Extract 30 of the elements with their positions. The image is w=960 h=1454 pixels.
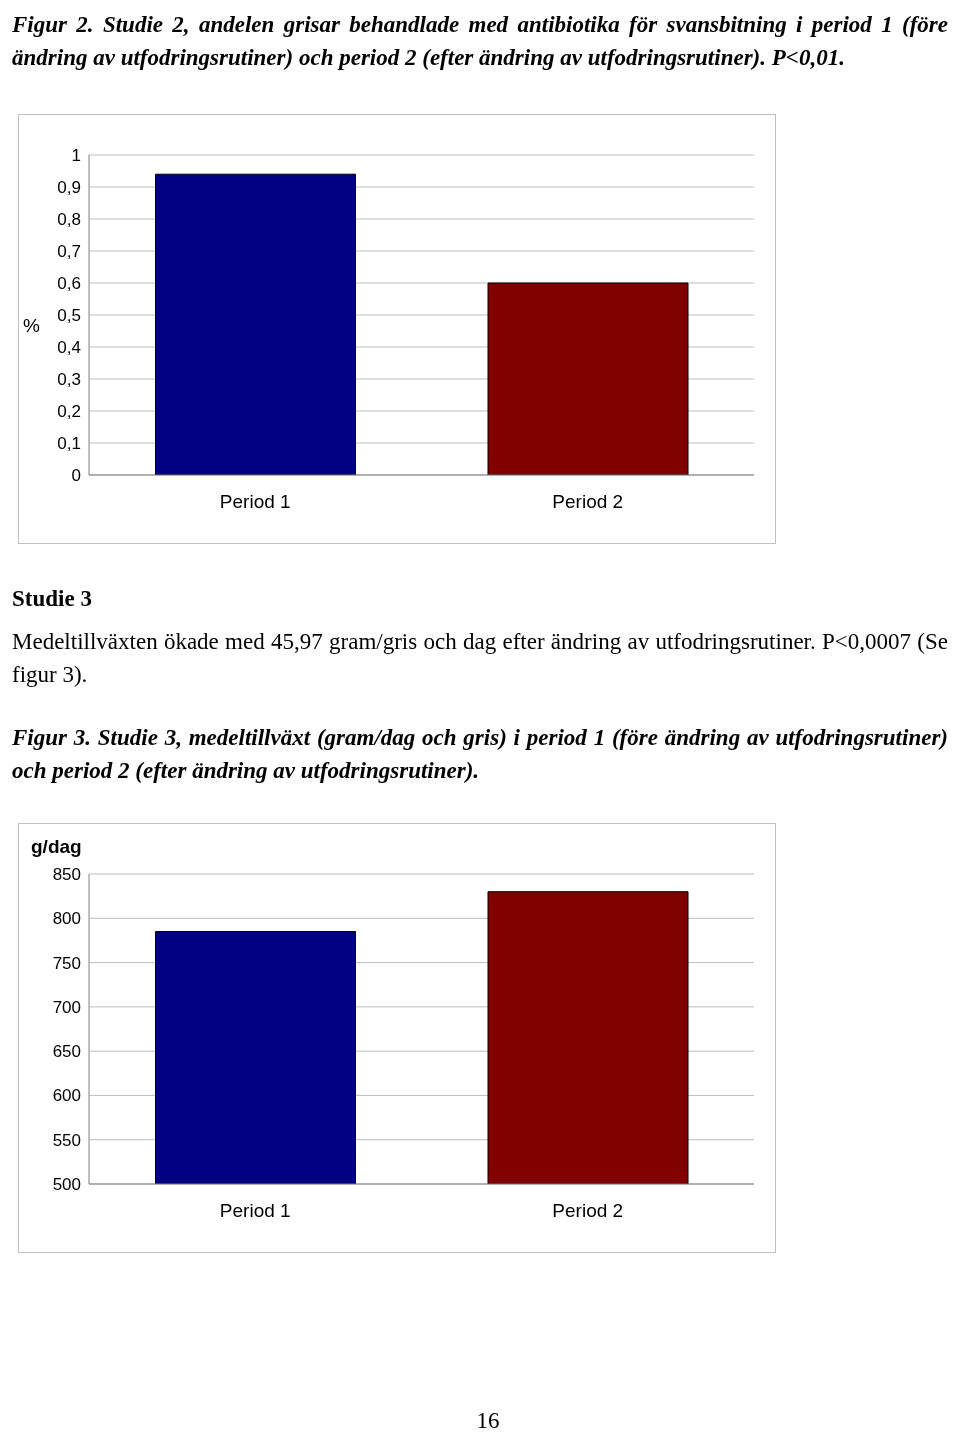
y-tick-label: 700	[52, 997, 81, 1017]
y-tick-label: 0,1	[57, 434, 81, 454]
chart-title: Figur 2. Studie 2, andelen grisar behandlade med antibiotika för svansbitning i period 1 (före ändring av utfodringsrutiner) och period 2 (efter ändring av utfodringsrutiner). P<0,01.	[11, 11, 949, 72]
y-tick-label: 850	[52, 865, 81, 885]
y-tick-label: 0,7	[57, 242, 81, 262]
y-tick-label: 0,3	[57, 370, 81, 390]
y-tick-label: 0,5	[57, 306, 81, 326]
y-tick-label: 600	[52, 1086, 81, 1106]
x-tick-label: Period 1	[219, 1200, 291, 1222]
y-tick-label: 0,9	[57, 178, 81, 198]
text: Studie 3	[12, 585, 93, 613]
y-tick-label: 750	[52, 953, 81, 973]
y-tick-label: 0,6	[57, 274, 81, 294]
y-tick-label: 500	[52, 1175, 81, 1195]
y-tick-label: 0,4	[57, 338, 81, 358]
y-tick-label: 1	[71, 146, 81, 166]
text: 16	[475, 1408, 501, 1434]
x-tick-label: Period 2	[552, 491, 624, 513]
y-tick-label: 650	[52, 1042, 81, 1062]
y-tick-label: 0,8	[57, 210, 81, 230]
y-tick-label: 550	[52, 1130, 81, 1150]
chart-title: Figur 3. Studie 3, medeltillväxt (gram/dag och gris) i period 1 (före ändring av utfodringsrutiner) och period 2 (efter ändring av utfodringsrutiner).	[11, 724, 949, 785]
text: Medeltillväxten ökade med 45,97 gram/gris och dag efter ändring av utfodringsrutiner. P<0,0007 (Se figur 3).	[12, 628, 948, 689]
y-axis-title: g/dag	[31, 836, 82, 858]
y-tick-label: 0,2	[57, 402, 81, 422]
y-tick-label: 800	[52, 909, 81, 929]
y-axis-title: %	[23, 315, 40, 337]
y-tick-label: 0	[71, 466, 81, 486]
x-tick-label: Period 2	[552, 1200, 624, 1222]
x-tick-label: Period 1	[219, 491, 291, 513]
